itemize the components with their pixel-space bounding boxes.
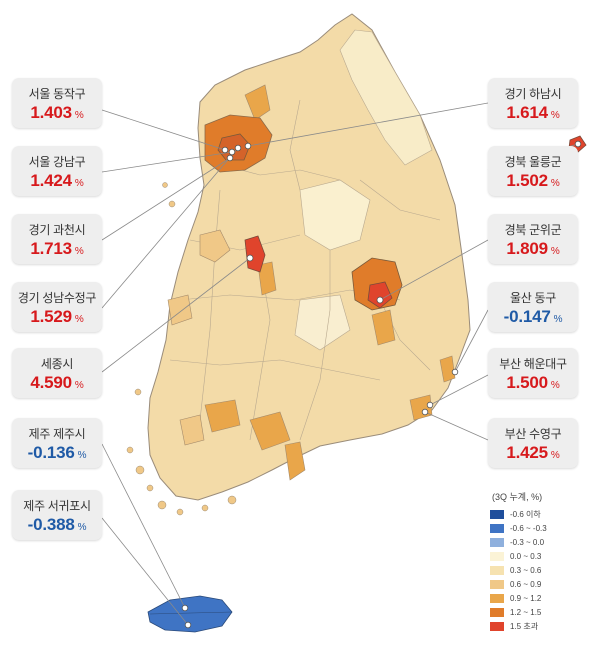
legend-label: 0.0 ~ 0.3 bbox=[510, 551, 542, 561]
callout-value: 1.713% bbox=[30, 239, 84, 258]
legend-swatch bbox=[490, 565, 504, 575]
legend-swatch bbox=[490, 621, 504, 631]
callout-ulsan-dong: 울산 동구 -0.147% bbox=[488, 282, 578, 332]
callout-name: 울산 동구 bbox=[510, 291, 556, 305]
light-region-south bbox=[294, 294, 351, 351]
callout-value: 1.424% bbox=[30, 171, 84, 190]
callout-gyeonggi-seongnam-sujeong: 경기 성남수정구 1.529% bbox=[12, 282, 102, 332]
legend-label: -0.6 ~ -0.3 bbox=[510, 523, 547, 533]
legend-swatch bbox=[490, 607, 504, 617]
callout-value: 4.590% bbox=[30, 373, 84, 392]
callout-name: 제주 제주시 bbox=[28, 427, 86, 441]
callout-gyeonggi-hanam: 경기 하남시 1.614% bbox=[488, 78, 578, 128]
callout-busan-suyeong: 부산 수영구 1.425% bbox=[488, 418, 578, 468]
callout-seoul-dongjak: 서울 동작구 1.403% bbox=[12, 78, 102, 128]
callout-name: 경북 군위군 bbox=[504, 223, 562, 237]
legend-swatch bbox=[490, 579, 504, 589]
marker-dots bbox=[181, 140, 582, 629]
callout-value: -0.388% bbox=[27, 515, 87, 534]
legend-item: 0.6 ~ 0.9 bbox=[490, 577, 590, 591]
jeju-island bbox=[147, 595, 233, 633]
seoul-core bbox=[217, 133, 251, 161]
southwest-islands bbox=[126, 182, 237, 516]
legend-item: 0.3 ~ 0.6 bbox=[490, 563, 590, 577]
light-region-gangwon bbox=[339, 29, 433, 166]
callout-value: 1.403% bbox=[30, 103, 84, 122]
callout-value: 1.529% bbox=[30, 307, 84, 326]
callout-value: 1.614% bbox=[506, 103, 560, 122]
legend-swatch bbox=[490, 551, 504, 561]
legend-item: 1.2 ~ 1.5 bbox=[490, 605, 590, 619]
sejong-region bbox=[244, 235, 266, 273]
legend-label: 0.3 ~ 0.6 bbox=[510, 565, 542, 575]
callout-name: 서울 동작구 bbox=[28, 87, 86, 101]
legend-item: 0.0 ~ 0.3 bbox=[490, 549, 590, 563]
callout-name: 부산 수영구 bbox=[504, 427, 562, 441]
legend-item: -0.6 ~ -0.3 bbox=[490, 521, 590, 535]
legend-label: 1.5 초과 bbox=[510, 621, 539, 631]
legend-rows: -0.6 이하 -0.6 ~ -0.3 -0.3 ~ 0.0 0.0 ~ 0.3 0.3… bbox=[490, 507, 590, 633]
callout-value: 1.500% bbox=[506, 373, 560, 392]
legend-item: -0.3 ~ 0.0 bbox=[490, 535, 590, 549]
callout-name: 제주 서귀포시 bbox=[23, 499, 91, 513]
callout-jeju-jeju: 제주 제주시 -0.136% bbox=[12, 418, 102, 468]
callout-jeju-seogwipo: 제주 서귀포시 -0.388% bbox=[12, 490, 102, 540]
callout-name: 서울 강남구 bbox=[28, 155, 86, 169]
callout-seoul-gangnam: 서울 강남구 1.424% bbox=[12, 146, 102, 196]
callout-value: -0.147% bbox=[503, 307, 563, 326]
callout-name: 경기 성남수정구 bbox=[17, 291, 97, 305]
callout-name: 부산 해운대구 bbox=[499, 357, 567, 371]
legend-swatch bbox=[490, 509, 504, 519]
legend-title: (3Q 누계, %) bbox=[492, 492, 543, 502]
legend-swatch bbox=[490, 593, 504, 603]
callout-gyeongbuk-gunwi: 경북 군위군 1.809% bbox=[488, 214, 578, 264]
callout-value: -0.136% bbox=[27, 443, 87, 462]
jeju-split-line bbox=[149, 611, 233, 615]
callout-gyeonggi-gwacheon: 경기 과천시 1.713% bbox=[12, 214, 102, 264]
legend-item: 1.5 초과 bbox=[490, 619, 590, 633]
legend-label: -0.3 ~ 0.0 bbox=[510, 537, 545, 547]
legend-item: 0.9 ~ 1.2 bbox=[490, 591, 590, 605]
callout-name: 경기 하남시 bbox=[504, 87, 562, 101]
legend-label: 0.9 ~ 1.2 bbox=[510, 593, 542, 603]
legend-swatch bbox=[490, 537, 504, 547]
callout-gyeongbuk-ulleung: 경북 울릉군 1.502% bbox=[488, 146, 578, 196]
legend-label: 1.2 ~ 1.5 bbox=[510, 607, 542, 617]
callout-value: 1.809% bbox=[506, 239, 560, 258]
callout-value: 1.502% bbox=[506, 171, 560, 190]
legend-label: 0.6 ~ 0.9 bbox=[510, 579, 542, 589]
callout-sejong: 세종시 4.590% bbox=[12, 348, 102, 398]
gunwi-region bbox=[367, 281, 393, 309]
legend-swatch bbox=[490, 523, 504, 533]
legend-item: -0.6 이하 bbox=[490, 507, 590, 521]
map-legend: (3Q 누계, %) -0.6 이하 -0.6 ~ -0.3 -0.3 ~ 0.0 0… bbox=[490, 490, 590, 633]
callout-name: 세종시 bbox=[40, 357, 74, 371]
callout-value: 1.425% bbox=[506, 443, 560, 462]
callout-name: 경북 울릉군 bbox=[504, 155, 562, 169]
legend-label: -0.6 이하 bbox=[510, 509, 541, 519]
mid-value-districts bbox=[167, 84, 456, 481]
callout-name: 경기 과천시 bbox=[28, 223, 86, 237]
callout-busan-haeundae: 부산 해운대구 1.500% bbox=[488, 348, 578, 398]
